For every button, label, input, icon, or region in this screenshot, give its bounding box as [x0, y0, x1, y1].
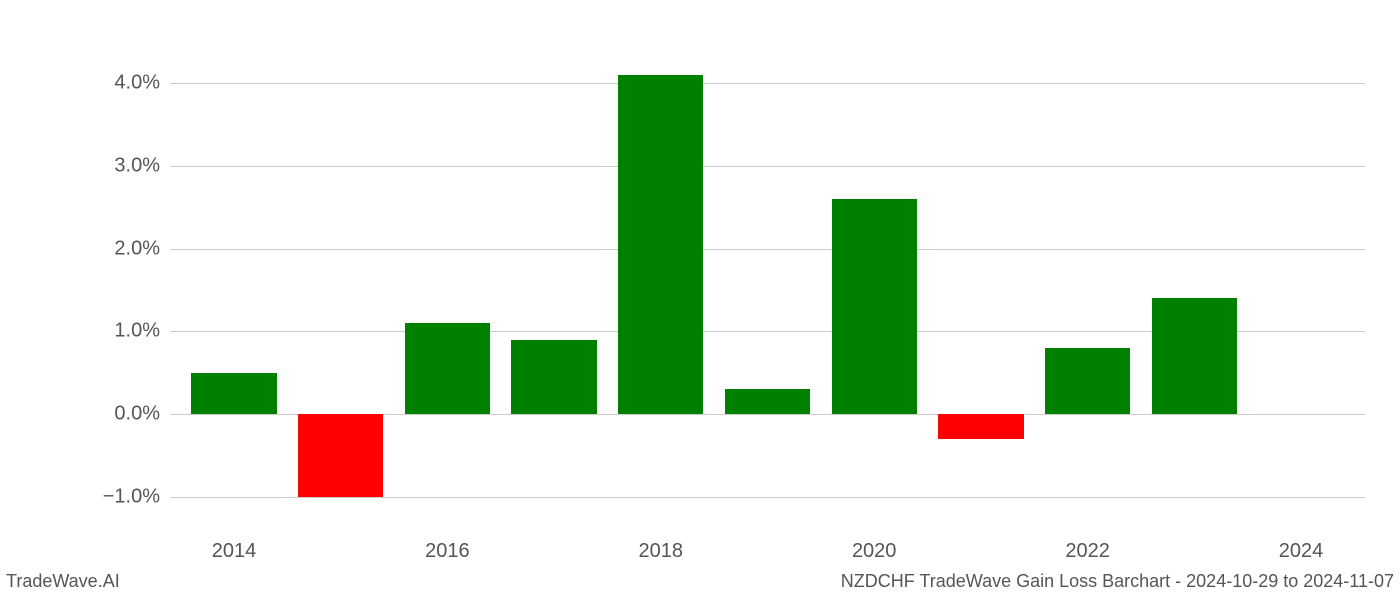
- gridline: [170, 83, 1365, 84]
- ytick-label: 3.0%: [114, 154, 160, 177]
- footer-right-text: NZDCHF TradeWave Gain Loss Barchart - 20…: [841, 571, 1394, 592]
- bar-2022: [1045, 348, 1130, 414]
- xtick-label: 2020: [852, 540, 897, 563]
- bar-2016: [405, 323, 490, 414]
- ytick-label: 1.0%: [114, 320, 160, 343]
- ytick-label: 0.0%: [114, 403, 160, 426]
- xtick-label: 2022: [1065, 540, 1110, 563]
- chart-plot-area: [170, 50, 1365, 530]
- ytick-label: 4.0%: [114, 72, 160, 95]
- xtick-label: 2014: [212, 540, 257, 563]
- gridline: [170, 497, 1365, 498]
- xtick-label: 2018: [639, 540, 684, 563]
- bar-2021: [938, 414, 1023, 439]
- bar-2018: [618, 75, 703, 414]
- bar-2015: [298, 414, 383, 497]
- ytick-label: 2.0%: [114, 237, 160, 260]
- gridline: [170, 166, 1365, 167]
- xtick-label: 2024: [1279, 540, 1324, 563]
- bar-2020: [832, 199, 917, 414]
- bar-2017: [511, 340, 596, 414]
- ytick-label: −1.0%: [103, 485, 160, 508]
- gridline: [170, 249, 1365, 250]
- bar-2023: [1152, 298, 1237, 414]
- footer-left-text: TradeWave.AI: [6, 571, 120, 592]
- xtick-label: 2016: [425, 540, 470, 563]
- bar-2019: [725, 389, 810, 414]
- bar-2014: [191, 373, 276, 414]
